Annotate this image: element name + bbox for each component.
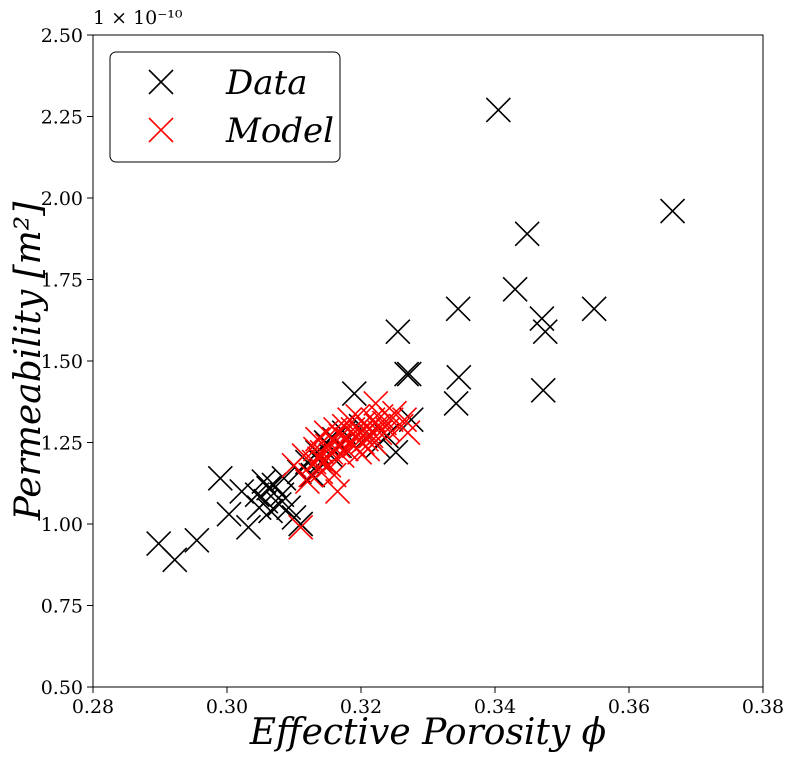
point-data — [445, 296, 471, 322]
y-offset-label: 1 × 10⁻¹⁰ — [93, 7, 183, 29]
point-model — [324, 478, 351, 504]
y-tick-label: 1.75 — [41, 270, 83, 292]
legend-box — [109, 51, 341, 163]
x-tick-label: 0.34 — [474, 696, 516, 718]
point-model — [329, 442, 355, 469]
point-data — [271, 465, 297, 491]
x-tick-label: 0.32 — [340, 696, 382, 718]
point-data — [266, 491, 292, 518]
marks-layer — [146, 97, 686, 573]
point-data — [485, 97, 511, 123]
point-data — [385, 319, 411, 345]
point-model — [337, 407, 363, 433]
y-tick-label: 1.50 — [41, 351, 83, 373]
point-data — [300, 462, 326, 488]
point-data — [269, 482, 295, 508]
legend: Data Model — [109, 51, 341, 163]
point-model — [288, 514, 314, 540]
point-model — [322, 416, 349, 443]
y-axis-title: Permeability [m²] — [8, 201, 49, 521]
point-data — [184, 527, 210, 553]
y-tick-label: 0.75 — [41, 596, 83, 618]
y-tick-label: 2.25 — [41, 107, 83, 129]
y-tick-label: 0.50 — [41, 677, 83, 699]
point-model — [353, 426, 379, 452]
x-axis-title: Effective Porosity ϕ — [249, 712, 606, 753]
point-model — [365, 413, 391, 439]
point-data — [235, 514, 262, 540]
y-tick-label: 1.00 — [41, 514, 83, 536]
point-model — [360, 407, 386, 433]
x-tick-label: 0.36 — [608, 696, 650, 718]
point-data — [532, 319, 558, 345]
point-model — [321, 462, 347, 488]
point-model — [320, 426, 346, 452]
point-data — [207, 465, 233, 491]
point-data — [659, 198, 686, 224]
point-data — [396, 361, 422, 387]
point-data — [383, 439, 409, 465]
point-data — [341, 381, 367, 407]
y-tick-label: 2.00 — [41, 188, 83, 210]
y-tick-label: 2.50 — [41, 25, 83, 47]
point-data — [446, 364, 472, 390]
legend-label-data: Data — [225, 63, 307, 103]
legend-marker-cross — [148, 117, 174, 143]
ticks-layer: 0.28 0.30 0.32 0.34 0.36 0.38 0.50 0.75 1.00 1.25… — [41, 25, 784, 718]
point-data — [162, 547, 188, 573]
point-data — [288, 511, 314, 537]
point-data — [502, 276, 528, 302]
x-tick-label: 0.28 — [72, 696, 114, 718]
point-data — [393, 361, 420, 387]
point-data — [443, 390, 469, 416]
point-data — [530, 377, 556, 403]
legend-label-model: Model — [225, 111, 334, 151]
point-data — [581, 296, 607, 322]
point-data — [216, 501, 242, 527]
legend-marker-cross — [148, 69, 174, 95]
x-tick-label: 0.38 — [742, 696, 784, 718]
y-tick-label: 1.25 — [41, 433, 83, 455]
x-tick-label: 0.30 — [206, 696, 248, 718]
legend-marker-data — [148, 69, 174, 95]
point-model — [395, 420, 421, 446]
legend-marker-model — [148, 117, 174, 143]
point-model — [294, 469, 320, 495]
point-data — [514, 221, 540, 247]
